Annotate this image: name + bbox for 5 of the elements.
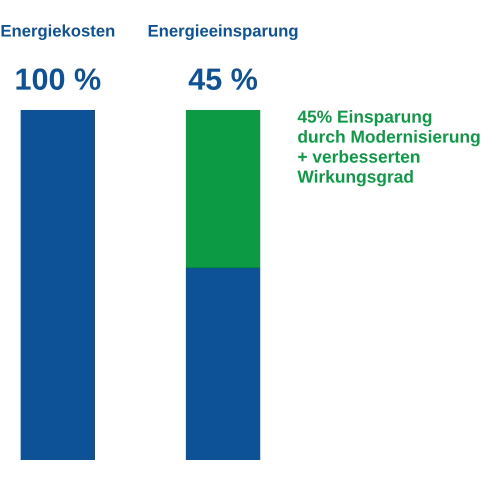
data-label: 100 % [16, 68, 100, 90]
annotation: 45% Einsparung durch Modernisierung + verbesserten Wirkungsgrad [297, 110, 480, 186]
x-tick-label: Energiekosten [2, 24, 114, 40]
x-tick-label: Energieeinsparung [148, 24, 298, 40]
data-label: 45 % [188, 68, 258, 90]
